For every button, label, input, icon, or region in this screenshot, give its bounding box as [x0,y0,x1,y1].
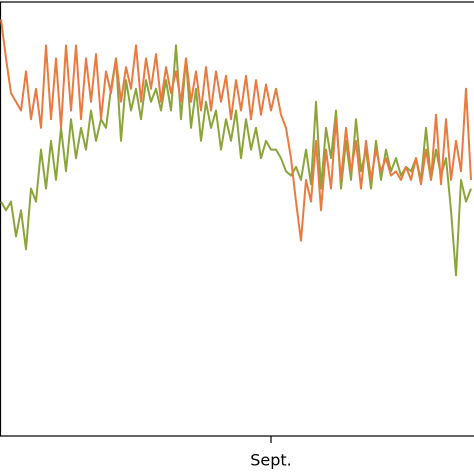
plot-frame [0,1,474,437]
line-series [0,19,472,242]
x-tick-label: Sept. [250,451,292,470]
line-series [0,44,472,277]
